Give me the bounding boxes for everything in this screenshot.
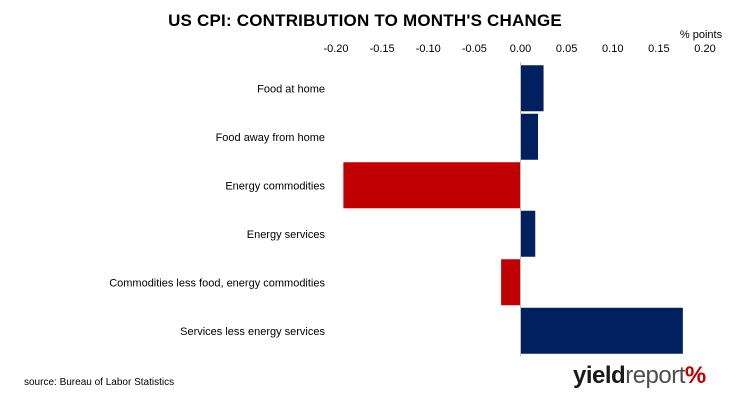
x-tick-label: 0.10 <box>602 43 623 55</box>
bar <box>520 65 544 112</box>
category-label: Energy services <box>247 229 326 241</box>
bars <box>343 65 683 354</box>
bar <box>501 259 521 306</box>
bar <box>520 113 539 160</box>
category-labels: Food at home Food away from home Energy co… <box>109 83 325 338</box>
unit-label: % points <box>680 29 723 41</box>
x-tick-label: 0.05 <box>556 43 577 55</box>
bar <box>343 162 521 209</box>
yieldreport-logo: yieldreport% <box>573 362 706 390</box>
x-tick-label: -0.10 <box>416 43 441 55</box>
category-label: Food away from home <box>216 132 325 144</box>
x-tick-label: -0.05 <box>462 43 487 55</box>
x-axis-ticks: -0.20 -0.15 -0.10 -0.05 0.00 0.05 0.10 0.15 0.20 <box>323 43 715 55</box>
logo-part-report: report <box>625 362 685 389</box>
bar <box>520 210 536 257</box>
chart-title: US CPI: CONTRIBUTION TO MONTH'S CHANGE <box>168 11 562 30</box>
x-tick-label: -0.15 <box>370 43 395 55</box>
x-tick-label: 0.00 <box>510 43 531 55</box>
x-tick-label: 0.20 <box>694 43 715 55</box>
logo-part-yield: yield <box>573 362 626 389</box>
category-label: Food at home <box>257 83 325 95</box>
category-label: Commodities less food, energy commoditie… <box>109 277 325 289</box>
category-label: Services less energy services <box>180 326 325 338</box>
x-tick-label: 0.15 <box>648 43 669 55</box>
bar <box>520 307 683 354</box>
category-label: Energy commodities <box>225 180 325 192</box>
logo-percent-sign: % <box>684 362 706 389</box>
x-tick-label: -0.20 <box>323 43 348 55</box>
source-note: source: Bureau of Labor Statistics <box>24 377 175 388</box>
